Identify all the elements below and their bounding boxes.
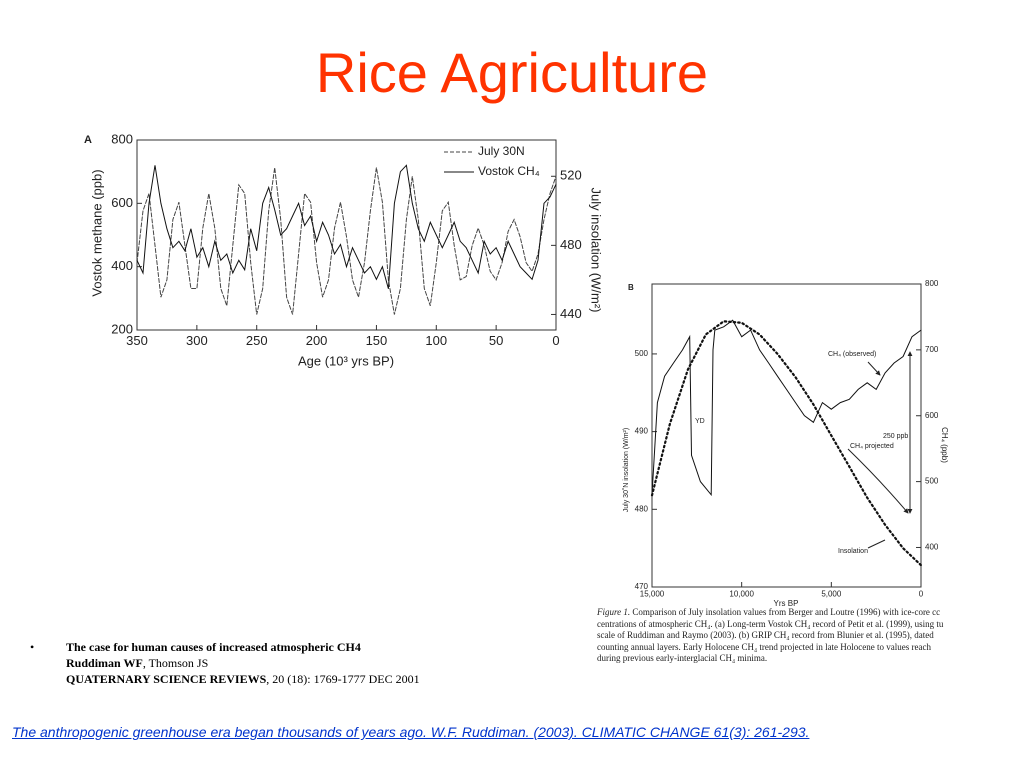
y2-tick-label: 800: [925, 279, 939, 288]
x-tick-label: 350: [126, 333, 148, 348]
x-tick-label: 15,000: [640, 589, 665, 598]
series-annotation: CH₄ (observed): [828, 351, 876, 358]
y2-axis-label: CH₄ (ppb): [940, 427, 949, 463]
series-line: [136, 164, 557, 289]
x-axis-label: Yrs BP: [774, 599, 799, 608]
source-period[interactable]: .: [805, 724, 810, 740]
y2-axis-label: July insolation (W/m²): [589, 188, 604, 313]
projection-arrow: [847, 448, 909, 514]
caption-text: during previous early-interglacial CH₄ m…: [597, 653, 768, 663]
plot-frame: [136, 139, 557, 331]
x-tick-label: 100: [425, 333, 447, 348]
reference-text: The case for human causes of increased a…: [66, 639, 461, 687]
y-tick-label: 600: [111, 195, 133, 210]
y-tick-label: 500: [635, 349, 649, 358]
caption-text: counting annual layers. Early Holocene C…: [597, 641, 932, 652]
x-tick-label: 250: [246, 333, 268, 348]
y-tick-label: 480: [635, 504, 649, 513]
insolation-pointer: [867, 539, 886, 549]
caption-line: counting annual layers. Early Holocene C…: [597, 642, 1024, 654]
plot-frame: [651, 283, 922, 588]
caption-text: Comparison of July insolation values fro…: [630, 607, 941, 617]
series-line: [136, 167, 557, 315]
legend-label: Vostok CH₄: [478, 164, 540, 178]
y-axis-label: Vostok methane (ppb): [89, 169, 104, 296]
series-line: [651, 319, 922, 497]
series-annotation: Insolation: [838, 548, 868, 555]
figure-caption: Figure 1. Comparison of July insolation …: [597, 607, 1024, 665]
annotation: 250 ppb: [883, 433, 908, 440]
caption-label: Figure 1.: [597, 607, 631, 617]
observed-arrow: [867, 361, 881, 376]
y2-tick-label: 700: [925, 345, 939, 354]
x-tick-label: 200: [306, 333, 328, 348]
y2-tick-label: 480: [560, 237, 582, 252]
x-tick-label: 300: [186, 333, 208, 348]
reference-authors-rest: , Thomson JS: [142, 656, 209, 670]
annotation: YD: [695, 418, 705, 425]
reference-authors: Ruddiman WF: [66, 656, 143, 670]
x-tick-label: 10,000: [729, 589, 754, 598]
series-line: [650, 320, 923, 567]
caption-line: scale of Ruddiman and Raymo (2003). (b) …: [597, 630, 1024, 642]
caption-text: centrations of atmospheric CH₄. (a) Long…: [597, 618, 944, 629]
reference-bullet: • The case for human causes of increased…: [30, 639, 420, 686]
slide-title: Rice Agriculture: [315, 41, 709, 104]
source-link[interactable]: The anthropogenic greenhouse era began t…: [12, 724, 809, 740]
y-tick-label: 400: [111, 258, 133, 273]
y-tick-label: 490: [635, 427, 649, 436]
reference-title: The case for human causes of increased a…: [66, 640, 361, 654]
caption-text: scale of Ruddiman and Raymo (2003). (b) …: [597, 630, 934, 640]
annotation: CH₄ projected: [850, 443, 894, 450]
y2-tick-label: 520: [560, 168, 582, 183]
panel-label: A: [84, 134, 92, 146]
y-tick-label: 800: [111, 131, 133, 146]
caption-line: during previous early-interglacial CH₄ m…: [597, 653, 1024, 665]
x-tick-label: 0: [552, 333, 559, 348]
panel-label: B: [628, 283, 634, 292]
x-tick-label: 50: [489, 333, 503, 348]
y-tick-label: 470: [635, 582, 649, 591]
x-tick-label: 5,000: [821, 589, 842, 598]
y2-tick-label: 500: [925, 477, 939, 486]
source-text[interactable]: The anthropogenic greenhouse era began t…: [12, 724, 806, 740]
caption-line: centrations of atmospheric CH₄. (a) Long…: [597, 619, 1024, 631]
legend-label: July 30N: [478, 144, 525, 158]
reference-journal: QUATERNARY SCIENCE REVIEWS: [66, 672, 267, 686]
y-tick-label: 200: [111, 321, 133, 336]
x-axis-label: Age (10³ yrs BP): [298, 353, 394, 368]
y-axis-label: July 30˚N insolation (W/m²): [622, 428, 630, 512]
caption-line: Figure 1. Comparison of July insolation …: [597, 607, 1024, 619]
x-tick-label: 150: [366, 333, 388, 348]
x-tick-label: 0: [919, 589, 924, 598]
y2-tick-label: 400: [925, 543, 939, 552]
y2-tick-label: 600: [925, 411, 939, 420]
reference-citation: , 20 (18): 1769-1777 DEC 2001: [266, 672, 420, 686]
y2-tick-label: 440: [560, 306, 582, 321]
bullet-mark: •: [30, 640, 35, 654]
